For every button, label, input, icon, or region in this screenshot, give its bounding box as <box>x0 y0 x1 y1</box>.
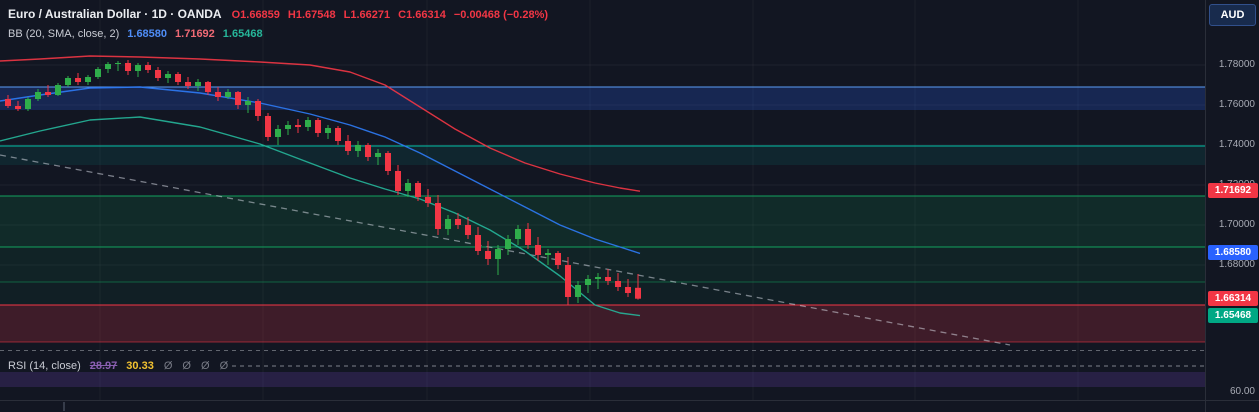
bb-legend[interactable]: BB (20, SMA, close, 2) 1.68580 1.71692 1.65… <box>8 24 556 43</box>
currency-badge[interactable]: AUD <box>1209 4 1256 26</box>
candlestick-chart[interactable] <box>0 0 1205 412</box>
price-label: 1.74000 <box>1218 139 1255 150</box>
price-axis[interactable]: AUD 60.00 1.780001.760001.740001.720001.… <box>1205 0 1259 412</box>
price-zone <box>0 305 1205 342</box>
price-zone <box>0 282 1205 305</box>
price-zone <box>0 146 1205 165</box>
ohlc-low: L1.66271 <box>343 9 391 21</box>
bb-lower-line <box>0 116 641 317</box>
ohlc-close: C1.66314 <box>398 9 446 21</box>
rsi-ma-value: 28.97 <box>89 360 118 372</box>
rsi-legend[interactable]: RSI (14, close) 28.97 30.33 Ø Ø Ø Ø <box>8 357 228 374</box>
price-badge: 1.71692 <box>1208 183 1258 199</box>
ohlc-high: H1.67548 <box>287 9 336 21</box>
bb-basis-line <box>0 86 641 255</box>
bb-upper-line <box>0 55 641 192</box>
price-label: 1.76000 <box>1218 99 1255 110</box>
rsi-label: RSI (14, close) <box>8 360 81 372</box>
time-axis-divider <box>0 400 1259 401</box>
chart-legend: Euro / Australian Dollar · 1D · OANDA O1.… <box>8 5 556 43</box>
rsi-band <box>0 372 1205 387</box>
price-badge: 1.66314 <box>1208 290 1258 306</box>
rsi-axis-label: 60.00 <box>1229 386 1255 397</box>
bb-upper-value: 1.71692 <box>175 28 215 40</box>
price-label: 1.78000 <box>1218 59 1255 70</box>
symbol-title[interactable]: Euro / Australian Dollar · 1D · OANDA <box>8 7 222 21</box>
bb-lower-value: 1.65468 <box>222 28 263 40</box>
bb-label: BB (20, SMA, close, 2) <box>8 28 120 40</box>
bb-basis-value: 1.68580 <box>127 28 168 40</box>
price-label: 1.70000 <box>1218 219 1255 230</box>
price-label: 1.68000 <box>1218 259 1255 270</box>
rsi-value: 30.33 <box>126 360 154 372</box>
price-change: −0.00468 (−0.28%) <box>453 9 549 21</box>
price-zone <box>0 196 1205 247</box>
ohlc-open: O1.66859 <box>231 9 280 21</box>
candles-layer <box>5 60 641 305</box>
price-zone <box>0 87 1205 110</box>
price-zone <box>0 247 1205 282</box>
price-badge: 1.68580 <box>1208 245 1258 261</box>
symbol-legend[interactable]: Euro / Australian Dollar · 1D · OANDA O1.… <box>8 5 556 24</box>
price-badge: 1.65468 <box>1208 307 1258 323</box>
rsi-hidden-plots: Ø Ø Ø Ø <box>163 360 229 372</box>
